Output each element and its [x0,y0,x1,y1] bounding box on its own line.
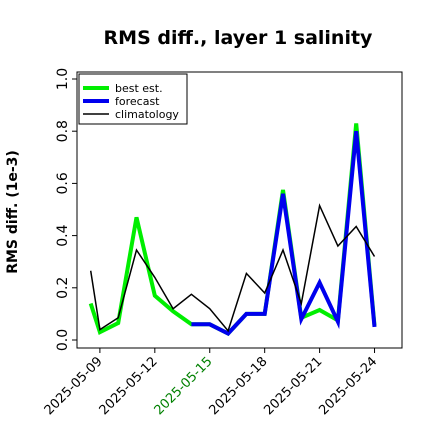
y-axis-label: RMS diff. (1e-3) [5,150,21,274]
x-tick-label: 2025-05-09 [42,354,106,418]
y-tick-label: 0.0 [55,329,71,351]
x-tick-label: 2025-05-12 [97,354,161,418]
series-line-2 [191,131,377,336]
y-tick-label: 0.6 [55,172,71,194]
y-tick-label: 1.0 [55,68,71,90]
series-line-3 [89,203,376,333]
y-axis-ticks: 0.0 0.2 0.4 0.6 0.8 1.0 [55,68,77,351]
x-tick-label: 2025-05-18 [206,354,270,418]
plot-frame [76,71,403,349]
x-tick-label: 2025-05-21 [261,354,325,418]
legend-label: best est. [115,82,163,95]
series-group [88,123,377,336]
series-line-1 [88,123,377,336]
legend-label: climatology [115,108,179,121]
y-tick-label: 0.8 [55,120,71,142]
y-tick-label: 0.2 [55,277,71,299]
legend-label: forecast [115,95,160,108]
x-axis-ticks: 2025-05-092025-05-122025-05-152025-05-18… [42,348,380,418]
x-tick-label: 2025-05-24 [316,354,380,418]
chart-title: RMS diff., layer 1 salinity [104,27,374,49]
x-tick-label: 2025-05-15 [152,354,216,418]
y-tick-label: 0.4 [55,224,71,246]
